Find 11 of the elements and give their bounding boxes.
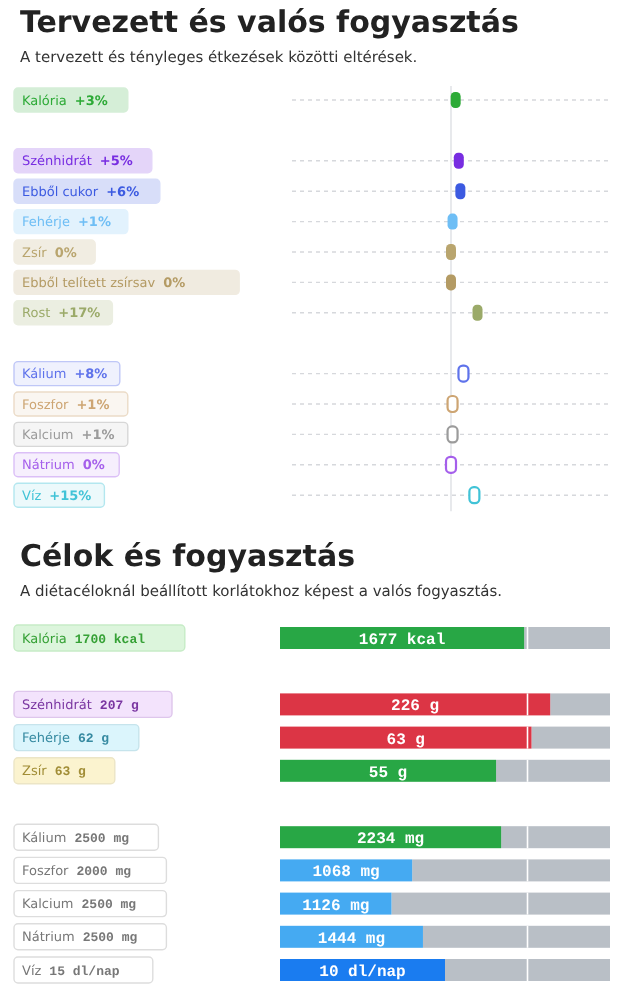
data-label: 2234 mg [356,831,425,850]
data-label: 1126 mg [302,897,370,916]
data-label: 1068 mg [312,864,381,883]
data-label: 55 g [368,764,408,783]
data-label: 63 g [386,731,426,750]
data-label: 10 dl/nap [319,964,407,982]
data-label: 1444 mg [317,930,386,949]
text: Célok és fogyasztás [20,538,356,574]
data-label: 1677 kcal [358,632,446,650]
text: Tervezett és valós fogyasztás [20,4,519,40]
data-label: 226 g [391,698,440,717]
